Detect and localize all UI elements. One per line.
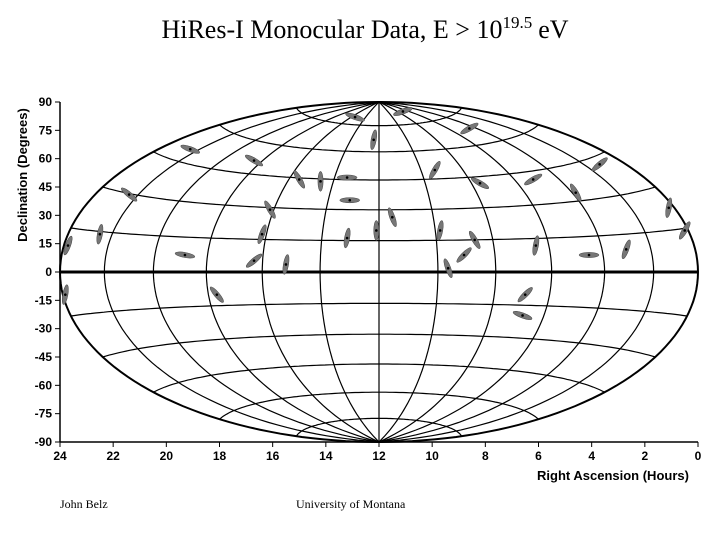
event-center [401,110,405,113]
y-tick-label: 30 [39,208,53,222]
event-center [587,253,591,257]
y-tick-label: -60 [35,378,53,392]
x-tick-label: 0 [695,449,702,463]
event-center [64,293,67,296]
y-tick-label: 0 [45,265,52,279]
projection-grid [58,101,700,443]
event-center [345,176,349,179]
event-center [473,238,477,242]
event-center [534,244,538,247]
y-tick-label: -90 [35,435,53,449]
event-center [353,115,357,119]
x-tick-label: 12 [372,449,386,463]
x-tick-label: 24 [53,449,67,463]
event-center [348,198,352,202]
event-center [468,127,471,130]
event-center [268,208,272,211]
event-center [446,266,450,270]
event-center [523,293,527,296]
event-center [521,314,524,317]
event-center [66,244,70,247]
x-tick-label: 6 [535,449,542,463]
x-tick-label: 4 [588,449,595,463]
event-center [319,180,322,183]
event-center [433,168,437,172]
footer-author: John Belz [60,497,108,511]
event-center [98,232,102,236]
event-center [372,138,375,142]
event-center [127,193,131,196]
footer-institution: University of Montana [296,497,406,511]
event-center [260,232,264,236]
event-center [297,178,301,181]
x-tick-label: 8 [482,449,489,463]
y-axis-label: Declination (Degrees) [15,108,30,242]
y-tick-label: -30 [35,322,53,336]
event-center [375,229,378,232]
event-center [345,236,349,240]
y-tick-label: 45 [39,180,53,194]
event-center [683,229,687,232]
event-center [574,191,578,194]
event-center [252,259,256,262]
x-tick-label: 10 [425,449,439,463]
x-tick-label: 18 [213,449,227,463]
event-center [667,206,671,210]
y-tick-label: -75 [35,407,53,421]
event-center [624,248,628,251]
y-tick-label: 15 [39,237,53,251]
y-tick-label: -45 [35,350,53,364]
x-axis-label: Right Ascension (Hours) [537,468,689,483]
x-tick-label: 20 [160,449,174,463]
y-tick-label: 60 [39,152,53,166]
event-center [598,163,601,166]
event-center [215,293,219,296]
x-tick-label: 2 [641,449,648,463]
event-center [478,181,482,185]
y-tick-label: 75 [39,123,53,137]
event-center [284,263,288,266]
event-center [531,178,535,181]
event-center [462,253,466,257]
event-center [438,229,442,232]
title-exponent: 19.5 [502,13,532,32]
y-tick-label: 90 [39,95,53,109]
title-unit: eV [538,15,569,44]
x-tick-label: 14 [319,449,333,463]
event-center [390,215,394,219]
event-center [183,253,187,257]
title-main: HiRes-I Monocular Data, E > 10 [161,15,502,44]
y-tick-label: -15 [35,293,53,307]
x-tick-label: 22 [106,449,120,463]
event-center [188,147,192,151]
x-tick-label: 16 [266,449,280,463]
slide-title: HiRes-I Monocular Data, E > 1019.5 eV [161,13,568,44]
event-center [252,159,256,162]
